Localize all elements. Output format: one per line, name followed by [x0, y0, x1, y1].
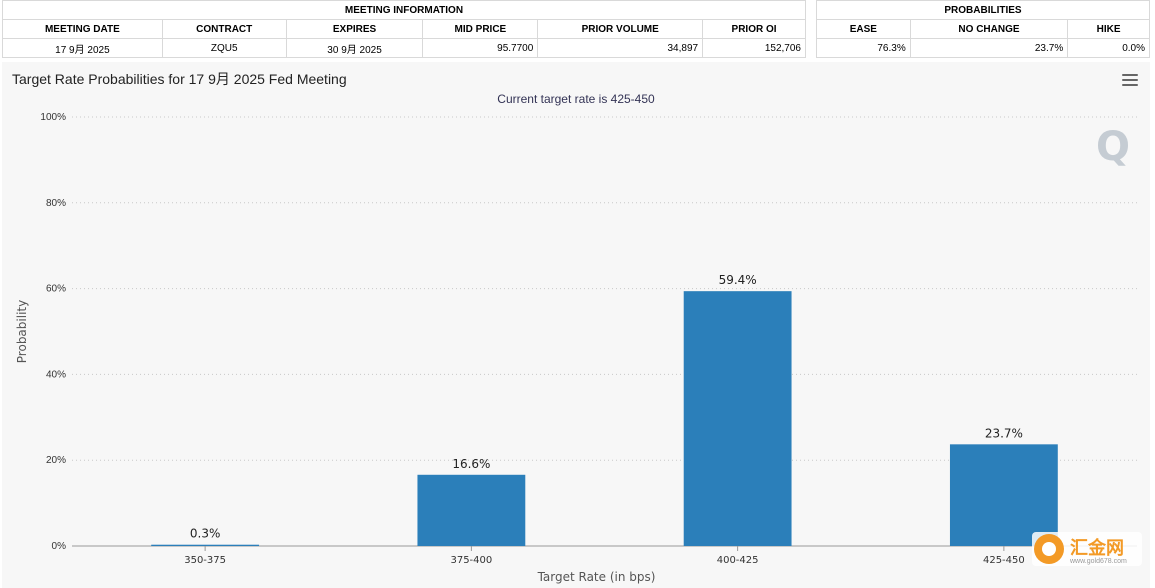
- brand-site: www.gold678.com: [1070, 558, 1127, 565]
- y-tick-label: 100%: [40, 112, 66, 123]
- quikstrike-watermark-icon: Q: [1095, 124, 1130, 170]
- x-tick-label: 375-400: [450, 555, 492, 566]
- cell-contract: ZQU5: [161, 38, 287, 58]
- cell-ease: 76.3%: [816, 38, 911, 58]
- y-tick-label: 20%: [46, 455, 66, 466]
- col-prior-volume: PRIOR VOLUME: [537, 19, 704, 39]
- meeting-info-title: MEETING INFORMATION: [2, 0, 806, 20]
- data-label: 23.7%: [985, 426, 1023, 440]
- col-no-change: NO CHANGE: [909, 19, 1069, 39]
- probabilities-title: PROBABILITIES: [816, 0, 1150, 20]
- col-prior-oi: PRIOR OI: [702, 19, 806, 39]
- data-label: 0.3%: [190, 527, 221, 541]
- brand-badge[interactable]: 汇金网 www.gold678.com: [1032, 532, 1142, 566]
- x-tick-label: 425-450: [983, 555, 1025, 566]
- col-contract: CONTRACT: [161, 19, 287, 39]
- chart-subtitle: Current target rate is 425-450: [497, 92, 655, 106]
- chart-container: Target Rate Probabilities for 17 9月 2025…: [2, 62, 1150, 588]
- y-tick-label: 80%: [46, 198, 66, 209]
- bar: [151, 544, 260, 546]
- table-row: 17 9月 2025 ZQU5 30 9月 2025 95.7700 34,89…: [2, 38, 806, 58]
- x-tick-label: 350-375: [184, 555, 226, 566]
- x-axis-title: Target Rate (in bps): [537, 570, 656, 584]
- brand-name: 汇金网: [1070, 538, 1124, 559]
- col-expires: EXPIRES: [285, 19, 424, 39]
- hamburger-menu-icon[interactable]: [1122, 74, 1138, 88]
- col-ease: EASE: [816, 19, 911, 39]
- col-meeting-date: MEETING DATE: [2, 19, 163, 39]
- y-tick-label: 40%: [46, 369, 66, 380]
- y-tick-label: 0%: [52, 541, 67, 552]
- meeting-information-table: MEETING INFORMATION MEETING DATE CONTRAC…: [2, 0, 806, 58]
- cell-prior-volume: 34,897: [537, 38, 704, 58]
- bar: [417, 474, 526, 546]
- data-label: 59.4%: [719, 273, 757, 287]
- cell-hike: 0.0%: [1067, 38, 1150, 58]
- bar: [949, 444, 1058, 546]
- header-tables: MEETING INFORMATION MEETING DATE CONTRAC…: [0, 0, 1155, 62]
- chart-title: Target Rate Probabilities for 17 9月 2025…: [12, 71, 347, 87]
- y-tick-label: 60%: [46, 284, 66, 295]
- cell-meeting-date: 17 9月 2025: [2, 38, 163, 58]
- bar-chart: 0% 20% 40% 60% 80% 100% 0.3% 350-375 16.6% 375-40…: [15, 112, 1137, 584]
- probabilities-table: PROBABILITIES EASE NO CHANGE HIKE 76.3% …: [816, 0, 1150, 58]
- cell-expires: 30 9月 2025: [285, 38, 424, 58]
- col-hike: HIKE: [1067, 19, 1150, 39]
- y-axis-title: Probability: [15, 300, 29, 363]
- x-tick-label: 400-425: [717, 555, 759, 566]
- cell-mid-price: 95.7700: [422, 38, 539, 58]
- col-mid-price: MID PRICE: [422, 19, 539, 39]
- bar: [683, 291, 792, 546]
- brand-logo-icon: [1034, 534, 1064, 564]
- table-row: 76.3% 23.7% 0.0%: [816, 38, 1150, 58]
- cell-prior-oi: 152,706: [702, 38, 806, 58]
- cell-no-change: 23.7%: [909, 38, 1069, 58]
- data-label: 16.6%: [452, 457, 490, 471]
